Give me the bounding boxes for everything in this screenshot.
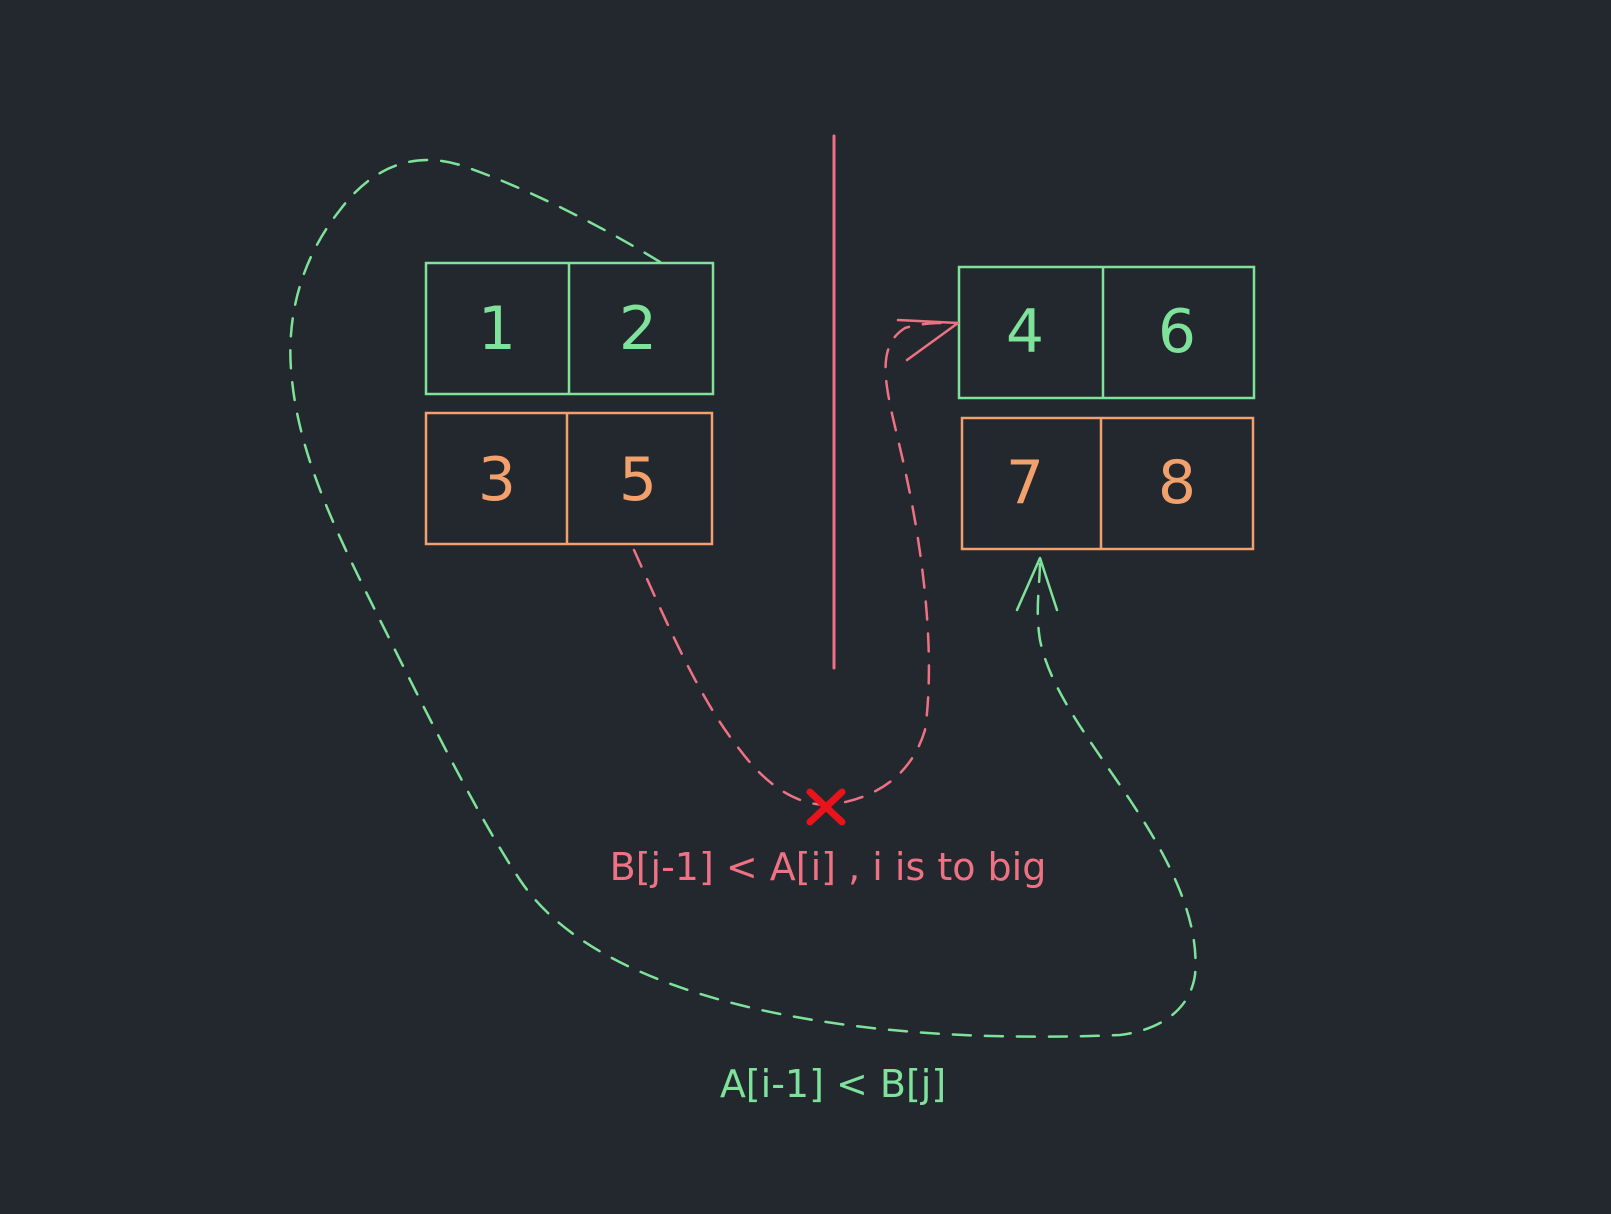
pink-dashed-path bbox=[632, 321, 960, 807]
array-left-top bbox=[424, 261, 715, 396]
pink-condition-label: B[j-1] < A[i] , i is to big bbox=[610, 845, 1047, 889]
cell-left-top-1: 2 bbox=[619, 294, 657, 364]
cell-right-bottom-0: 7 bbox=[1006, 448, 1044, 518]
cell-right-top-1: 6 bbox=[1158, 297, 1196, 367]
cell-left-bottom-0: 3 bbox=[478, 445, 516, 515]
green-dashed-path bbox=[289, 158, 1197, 1038]
array-left-bottom bbox=[424, 411, 714, 546]
x-mark-icon bbox=[806, 788, 846, 826]
cell-left-top-0: 1 bbox=[478, 294, 516, 364]
array-right-bottom bbox=[960, 416, 1255, 551]
green-condition-label: A[i-1] < B[j] bbox=[720, 1062, 946, 1106]
cell-right-bottom-1: 8 bbox=[1158, 448, 1196, 518]
cell-left-bottom-1: 5 bbox=[619, 445, 657, 515]
arrowhead-icon bbox=[1015, 556, 1059, 612]
array-right-top bbox=[957, 265, 1256, 400]
arrowhead-icon bbox=[896, 318, 960, 362]
cell-right-top-0: 4 bbox=[1006, 297, 1044, 367]
